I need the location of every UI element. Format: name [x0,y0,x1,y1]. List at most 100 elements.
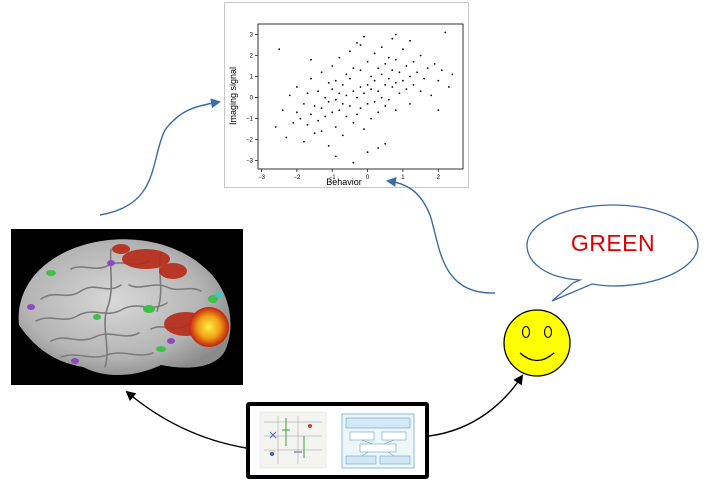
data-point [324,115,327,118]
data-point [317,119,319,122]
data-point [331,111,334,114]
plot-area [257,23,464,170]
data-point [423,77,425,80]
x-tick-label: 1 [401,175,405,181]
model-thumbnails [259,411,415,469]
data-point [409,39,411,42]
data-point [363,92,365,95]
x-axis-label: Behavior [326,177,362,187]
data-point [292,121,295,124]
data-point [345,94,348,97]
data-point [387,56,390,59]
data-point [338,56,341,59]
data-point [320,107,323,109]
x-tick-label: −3 [258,175,266,181]
data-point [313,105,316,107]
data-point [356,42,358,44]
arrow-smiley-to-plot [386,176,496,294]
data-point [391,69,394,72]
data-point [341,134,344,137]
data-point [288,94,291,97]
data-point [296,111,298,114]
data-point [373,100,376,103]
data-point [285,136,288,139]
data-point [352,67,355,69]
data-point [327,145,330,147]
data-point [299,117,302,120]
data-point [380,96,383,99]
smiley-face [503,309,571,377]
data-point [320,130,323,133]
y-tick-label: 3 [250,33,254,39]
data-point [412,60,415,63]
data-point [391,86,394,88]
data-point [370,75,372,78]
arrow-model-to-smiley [428,374,524,437]
data-point [341,84,344,86]
data-point [324,96,327,99]
data-point [345,115,348,118]
data-point [412,84,415,86]
data-point [359,86,362,88]
flowchart-thumbnail [341,413,415,469]
data-point [448,86,450,88]
data-point [274,126,277,128]
data-point [444,31,447,34]
data-point [387,77,390,80]
data-point [320,71,323,74]
data-point [356,113,358,116]
y-tick-label: −1 [246,117,254,123]
y-tick-label: −3 [246,159,254,165]
data-point [380,46,383,48]
data-point [416,71,418,74]
data-point [398,71,401,74]
y-tick-label: 2 [250,54,254,60]
data-point [433,63,436,65]
data-point [409,75,411,78]
data-point [345,73,348,76]
arrow-brain-to-plot [99,98,221,216]
data-point [377,111,380,114]
data-point [394,58,397,61]
scatter-plot-panel: −3 −2 −1 0 1 2 −3 −2 −1 0 1 2 3 Behavior Imaging si… [224,2,469,188]
data-point [363,128,365,130]
data-point [430,94,433,97]
data-point [341,103,344,105]
brain-illustration [18,239,231,376]
data-point [303,140,305,143]
data-point [281,109,284,112]
data-point [349,105,351,107]
circuit-diagram-thumbnail [259,411,327,469]
y-tick-label: 0 [250,96,254,102]
data-point [387,98,390,101]
data-point [370,88,372,90]
data-point [419,54,422,57]
data-point [352,90,355,93]
scatter-plot: −3 −2 −1 0 1 2 −3 −2 −1 0 1 2 3 Behavior Imaging si… [228,23,464,187]
data-point [359,69,362,72]
x-tick-label: 2 [437,175,441,181]
data-point [334,155,337,158]
speech-bubble-word: GREEN [570,230,656,256]
y-axis-label: Imaging signal [228,67,238,125]
data-point [366,151,369,154]
data-point [384,105,387,107]
x-tick-label: 0 [366,175,370,181]
data-point [303,103,305,105]
y-tick-label: −2 [246,138,254,144]
x-axis-ticks: −3 −2 −1 0 1 2 [258,169,441,181]
data-point [352,161,355,164]
data-point [359,107,362,109]
data-point [437,109,440,112]
data-point [334,79,337,82]
data-point [394,81,397,84]
data-point [384,63,387,65]
data-point [296,86,298,88]
activation-green [46,270,218,352]
data-point [419,90,422,93]
brain-image-panel [11,229,243,385]
data-point [310,113,312,116]
data-point [349,77,351,80]
data-point [405,88,408,90]
data-point [391,37,394,40]
